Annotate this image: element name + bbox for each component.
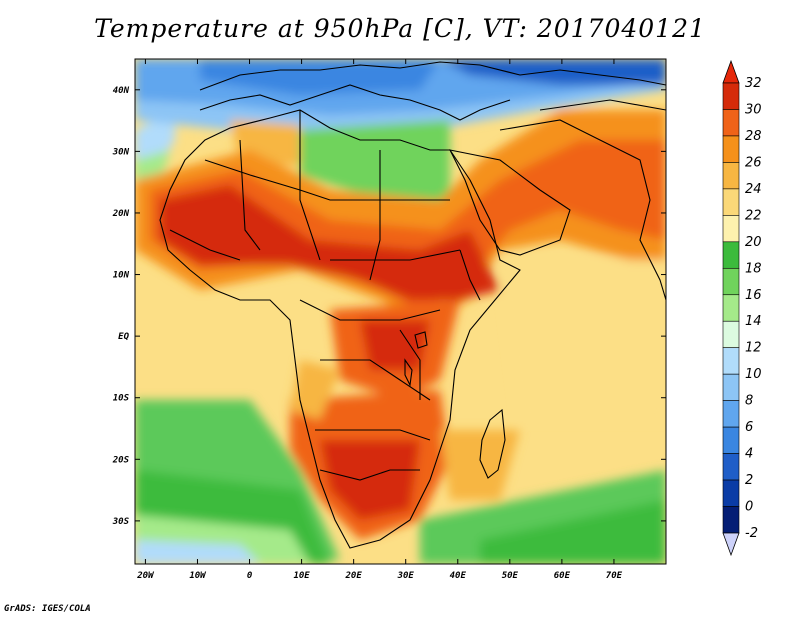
colorbar-label: 14 [745, 314, 762, 329]
colorbar-label: 12 [745, 341, 762, 356]
colorbar-segment [722, 267, 740, 296]
colorbar-label: 16 [745, 288, 762, 303]
lat-label: 30S [112, 517, 130, 527]
colorbar-label: 4 [745, 447, 753, 462]
lat-label: EQ [118, 332, 129, 342]
lat-label: 40N [113, 86, 130, 96]
colorbar-label: 8 [745, 394, 753, 409]
lon-label: 0 [247, 571, 253, 581]
colorbar-top-arrow [722, 59, 740, 84]
colorbar-segment [722, 479, 740, 507]
lat-label: 10S [113, 394, 130, 404]
colorbar-label: 6 [745, 420, 753, 435]
colorbar-segment [722, 188, 740, 216]
lat-label: 20N [112, 209, 130, 219]
colorbar-segment [722, 135, 740, 163]
lon-label: 20W [136, 571, 155, 581]
lon-label: 50E [502, 571, 519, 581]
colorbar-label: 22 [745, 208, 762, 223]
colorbar-segment [722, 453, 740, 481]
map-axes: 20W 10W 0 10E 20E 30E 40E 50E 60E 70E 40N 30N 20N 10N… [112, 59, 666, 581]
colorbar-label: 28 [745, 129, 762, 144]
lon-label: 10E [293, 571, 310, 581]
colorbar-segment [722, 241, 740, 269]
lon-label: 40E [450, 571, 467, 581]
lat-label: 30N [112, 147, 130, 157]
temperature-field [135, 59, 666, 564]
colorbar-segment [722, 506, 740, 534]
colorbar-segment [722, 426, 740, 454]
colorbar-label: -2 [745, 526, 758, 541]
colorbar-segment [722, 373, 740, 401]
colorbar-segment [722, 294, 740, 322]
lat-label: 20S [112, 455, 130, 465]
colorbar-segment [722, 82, 740, 110]
colorbar-label: 30 [745, 102, 762, 117]
colorbar-segment [722, 109, 740, 137]
lon-label: 70E [606, 571, 623, 581]
lon-label: 20E [345, 571, 363, 581]
lon-label: 60E [554, 571, 571, 581]
lat-label: 10N [113, 271, 130, 281]
colorbar-segment [722, 320, 740, 349]
lon-label: 10W [189, 571, 207, 581]
colorbar-bottom-arrow [722, 532, 740, 557]
colorbar-label: 24 [745, 182, 762, 197]
colorbar-label: 20 [745, 235, 762, 250]
colorbar-label: 2 [745, 473, 753, 488]
colorbar-label: 10 [745, 367, 762, 382]
colorbar-segment [722, 215, 740, 243]
footer-credit: GrADS: IGES/COLA [4, 604, 91, 614]
map-frame [134, 58, 667, 565]
colorbar-segment [722, 347, 740, 375]
lon-label: 30E [397, 571, 415, 581]
colorbar-label: 0 [745, 500, 753, 515]
colorbar-label: 18 [745, 261, 762, 276]
map-title: Temperature at 950hPa [C], VT: 201704012… [94, 14, 706, 43]
colorbar-label: 32 [745, 76, 762, 91]
colorbar-segment [722, 162, 740, 190]
colorbar-segment [722, 400, 740, 428]
colorbar-label: 26 [745, 155, 762, 170]
